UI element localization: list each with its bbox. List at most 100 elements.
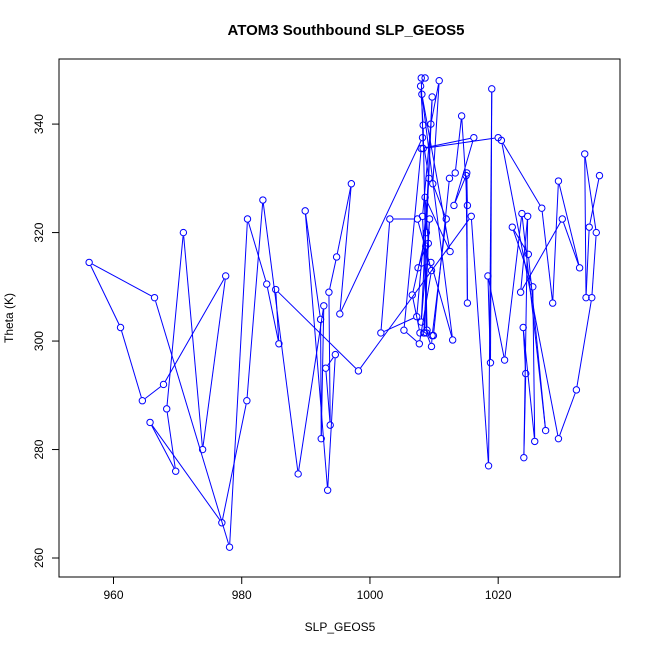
series-segment (336, 187, 352, 254)
data-point (198, 445, 207, 454)
y-axis: 260 280 300 320 340 (32, 114, 60, 568)
series-segment (512, 230, 533, 284)
series-segment (339, 187, 352, 311)
series-segment (202, 279, 226, 447)
data-point (529, 283, 537, 291)
series-segment (304, 214, 328, 487)
data-point (417, 144, 425, 153)
data-point (85, 258, 93, 267)
data-point (243, 397, 251, 405)
series-segment (421, 97, 453, 337)
series-segment (248, 222, 267, 281)
data-point (218, 519, 226, 527)
data-point (581, 150, 589, 158)
data-point (467, 212, 475, 220)
chart-title: ATOM3 Southbound SLP_GEOS5 (228, 22, 465, 39)
data-point (420, 329, 428, 337)
data-point (418, 90, 426, 98)
data-point (446, 247, 454, 256)
series-segment (487, 279, 491, 360)
data-point (331, 350, 340, 359)
data-point (225, 543, 234, 551)
data-point (582, 293, 590, 302)
data-point (484, 462, 493, 470)
data-point (275, 340, 283, 348)
y-tick-label: 320 (32, 222, 46, 242)
series-segment (144, 386, 161, 399)
data-point (427, 258, 435, 267)
x-tick-label: 1020 (485, 588, 512, 602)
data-point (263, 280, 271, 288)
data-point (538, 204, 546, 212)
series-segment (305, 214, 321, 316)
data-point (448, 336, 457, 344)
series-segment (427, 336, 431, 344)
series-segment (246, 203, 264, 398)
series-segment (488, 279, 505, 357)
data-point (435, 76, 443, 85)
data-point (595, 171, 604, 180)
data-point (554, 434, 563, 443)
data-point (179, 228, 188, 237)
series-segment (426, 200, 450, 249)
x-tick-label: 960 (103, 588, 123, 602)
data-point (221, 272, 230, 280)
x-axis: 960 980 1000 1020 (103, 576, 512, 602)
series-segment (262, 203, 299, 471)
x-tick-label: 980 (232, 588, 252, 602)
data-point (301, 207, 309, 215)
data-point (524, 250, 533, 258)
data-point (554, 177, 563, 185)
data-point (163, 405, 171, 413)
data-point (413, 312, 421, 321)
series-segment (541, 211, 553, 300)
data-point (171, 467, 180, 475)
series-segment (585, 230, 590, 295)
series-segment (490, 92, 493, 360)
y-tick-label: 300 (32, 331, 46, 351)
series-segment (421, 80, 424, 84)
data-point (417, 74, 425, 82)
data-point (484, 272, 492, 280)
data-point (520, 453, 528, 462)
y-tick-label: 340 (32, 114, 46, 134)
data-point (558, 215, 566, 223)
series-segment (521, 221, 561, 290)
data-point (451, 169, 459, 177)
series-segment (406, 332, 417, 342)
data-point (522, 369, 530, 378)
series-segment (419, 274, 432, 341)
data-point (592, 228, 600, 237)
data-point (442, 215, 450, 223)
series-segment (155, 300, 229, 544)
data-point (421, 193, 429, 202)
data-point (428, 93, 436, 101)
series-segment (558, 184, 580, 265)
data-point (347, 180, 356, 188)
data-point (243, 215, 252, 223)
data-point (523, 212, 532, 220)
series-segment (329, 260, 337, 289)
data-point (322, 364, 330, 372)
series-segment (559, 393, 576, 436)
series-segment (501, 143, 559, 436)
data-point (500, 356, 509, 364)
series-segment (552, 184, 559, 300)
data-point (421, 74, 429, 82)
data-point (414, 264, 422, 272)
series-segment (584, 157, 587, 295)
series-segment (431, 84, 440, 121)
series-segment (584, 157, 597, 230)
series-segment (183, 236, 203, 446)
data-point (588, 293, 596, 302)
series-segment (426, 137, 495, 149)
data-point (323, 486, 332, 494)
series-segment (523, 219, 529, 455)
series-segment (327, 357, 334, 366)
data-point (400, 326, 408, 334)
series-segment (90, 265, 120, 325)
series-segment (121, 330, 142, 398)
data-point (572, 386, 581, 394)
series-segment (320, 309, 325, 436)
